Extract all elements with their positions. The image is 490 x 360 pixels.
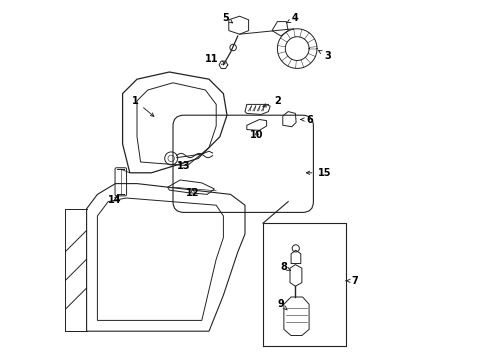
Text: 3: 3 — [318, 50, 331, 61]
Text: 11: 11 — [205, 54, 225, 64]
Text: 10: 10 — [250, 130, 264, 140]
Text: 1: 1 — [132, 96, 154, 116]
Text: 8: 8 — [280, 262, 291, 272]
Text: 13: 13 — [177, 161, 191, 171]
Text: 5: 5 — [222, 13, 233, 23]
Text: 6: 6 — [301, 114, 313, 125]
Text: 12: 12 — [186, 188, 199, 198]
Text: 7: 7 — [346, 276, 358, 286]
Text: 15: 15 — [306, 168, 331, 178]
Text: 2: 2 — [263, 96, 281, 107]
Text: 9: 9 — [278, 299, 287, 310]
Text: 14: 14 — [108, 195, 122, 205]
Text: 4: 4 — [287, 13, 299, 23]
